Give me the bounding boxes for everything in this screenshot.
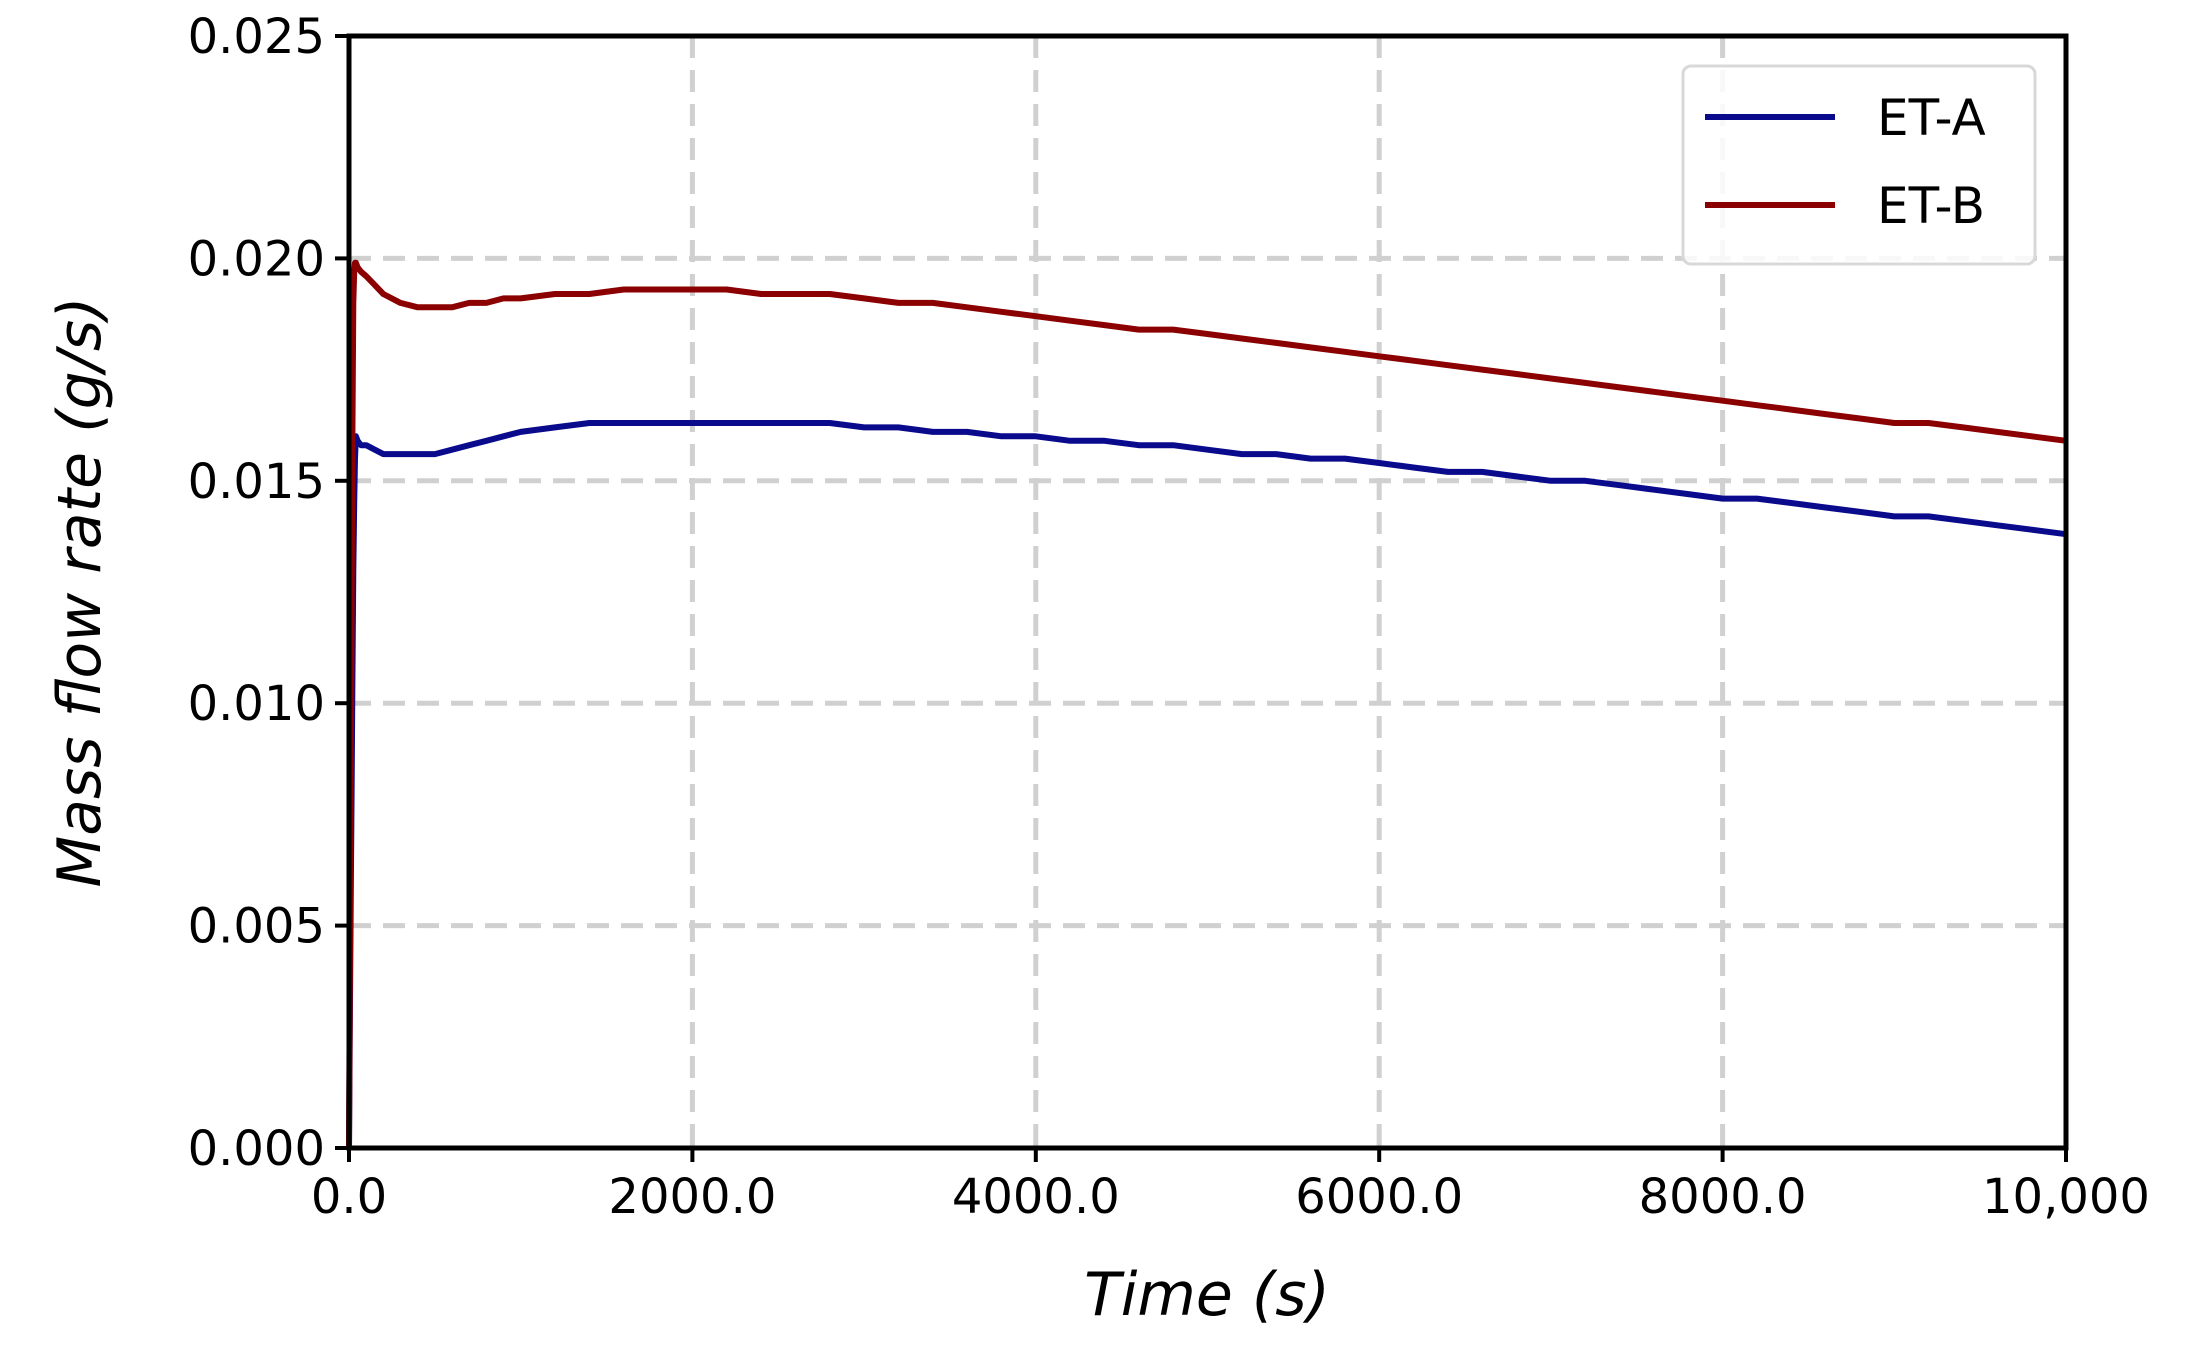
x-tick-label: 8000.0: [1639, 1169, 1807, 1225]
legend-label: ET-A: [1877, 89, 1986, 147]
series-lines: [346, 259, 2067, 1149]
series-line-et-b: [346, 259, 2067, 1149]
x-axis-label: Time (s): [1084, 1260, 1330, 1330]
legend-label: ET-B: [1877, 177, 1985, 235]
y-tick-label: 0.020: [188, 231, 325, 287]
legend: ET-A ET-B: [1681, 64, 2037, 266]
x-tick-label: 10,000: [1982, 1169, 2150, 1225]
y-tick-label: 0.000: [188, 1121, 325, 1177]
x-tick-label: 0.0: [311, 1169, 387, 1225]
x-tick-label: 6000.0: [1295, 1169, 1463, 1225]
y-tick-label: 0.005: [188, 899, 325, 955]
x-tick-label: 2000.0: [608, 1169, 776, 1225]
plot-frame: [346, 33, 2069, 1151]
y-tick-label: 0.010: [188, 676, 325, 732]
y-tick-label: 0.015: [188, 454, 325, 510]
x-axis: 0.0 2000.0 4000.0 6000.0 8000.0 10,000: [311, 1148, 2150, 1225]
y-axis-label: Mass flow rate (g/s): [45, 296, 115, 887]
y-tick-label: 0.025: [188, 9, 325, 65]
series-line-et-a: [346, 420, 2067, 1149]
x-tick-label: 4000.0: [952, 1169, 1120, 1225]
y-axis: 0.000 0.005 0.010 0.015 0.020 0.025: [188, 9, 349, 1177]
